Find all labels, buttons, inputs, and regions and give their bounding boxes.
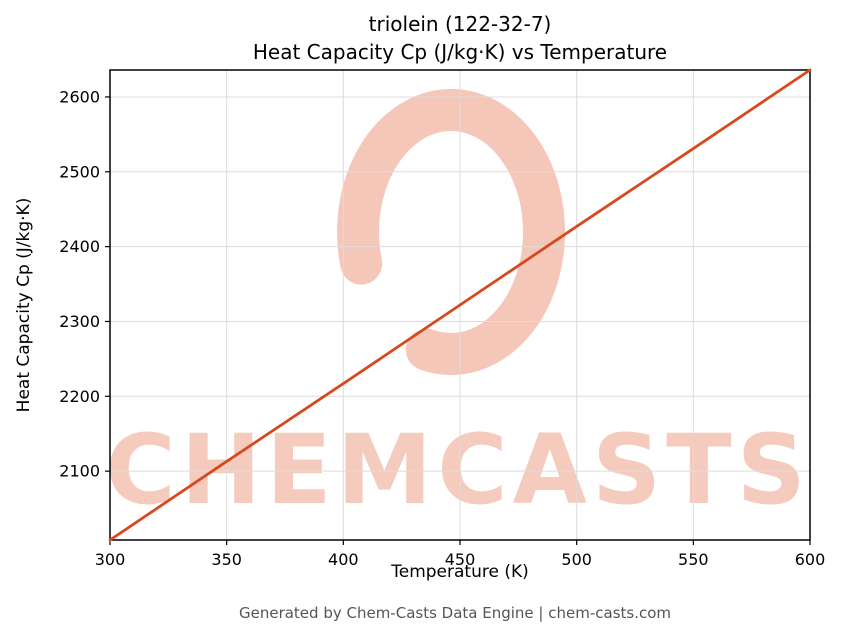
svg-text:400: 400: [328, 550, 359, 569]
svg-text:2300: 2300: [59, 312, 100, 331]
svg-text:2400: 2400: [59, 237, 100, 256]
y-axis-label: Heat Capacity Cp (J/kg·K): [14, 197, 34, 413]
svg-text:450: 450: [445, 550, 476, 569]
svg-text:600: 600: [795, 550, 826, 569]
svg-text:2100: 2100: [59, 462, 100, 481]
svg-text:350: 350: [211, 550, 242, 569]
chart-title-line1: triolein (122-32-7): [368, 12, 552, 36]
svg-text:2200: 2200: [59, 387, 100, 406]
svg-text:550: 550: [678, 550, 709, 569]
svg-text:500: 500: [561, 550, 592, 569]
footer-credit: Generated by Chem-Casts Data Engine | ch…: [238, 604, 672, 622]
chart-title-line2: Heat Capacity Cp (J/kg·K) vs Temperature: [252, 40, 668, 64]
watermark-text: CHEMCASTS: [105, 414, 811, 526]
svg-text:2600: 2600: [59, 87, 100, 106]
svg-text:300: 300: [95, 550, 126, 569]
svg-text:2500: 2500: [59, 162, 100, 181]
x-axis-label: Temperature (K): [391, 562, 529, 582]
chart-title: triolein (122-32-7) Heat Capacity Cp (J/…: [253, 10, 667, 66]
